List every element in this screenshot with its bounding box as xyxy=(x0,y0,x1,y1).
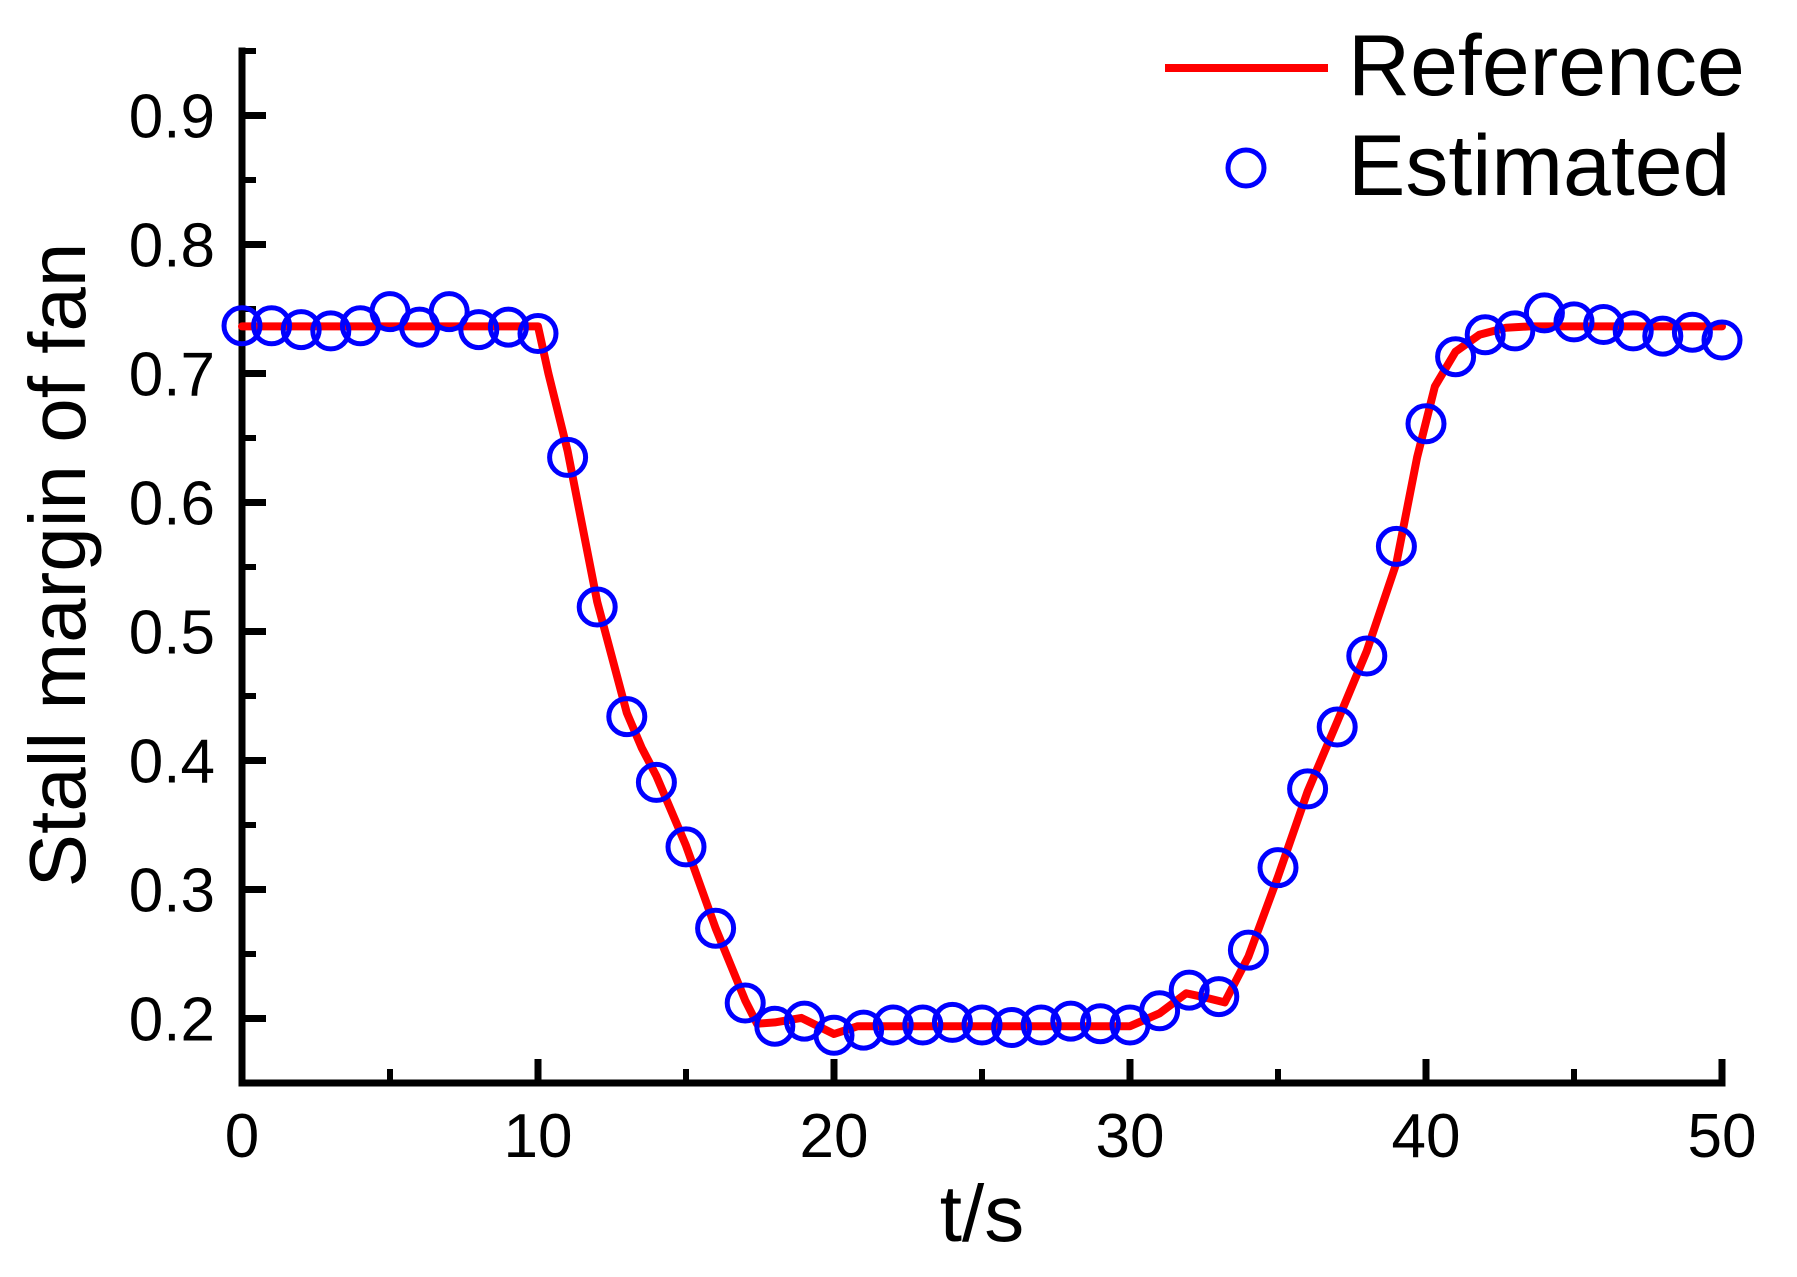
estimated-point xyxy=(1168,969,1210,1011)
estimated-point xyxy=(1464,314,1506,356)
y-tick-label: 0.8 xyxy=(129,212,215,281)
estimated-point xyxy=(1642,315,1684,357)
estimated-point xyxy=(517,313,559,354)
y-tick-label: 0.3 xyxy=(129,857,215,926)
estimated-point xyxy=(1227,929,1269,971)
estimated-point xyxy=(1079,1003,1121,1045)
estimated-point xyxy=(724,982,766,1024)
y-tick-label: 0.7 xyxy=(129,341,215,410)
estimated-point xyxy=(635,761,677,803)
estimated-point xyxy=(310,310,352,352)
estimated-point xyxy=(1050,1000,1092,1042)
legend-label-estimated: Estimated xyxy=(1348,118,1731,214)
estimated-point xyxy=(1287,768,1329,810)
estimated-point xyxy=(280,309,322,351)
estimated-point xyxy=(428,291,470,333)
y-tick-label: 0.4 xyxy=(129,728,215,797)
x-axis-title: t/s xyxy=(939,1169,1025,1258)
estimated-point xyxy=(1494,310,1536,352)
estimated-point xyxy=(1701,319,1743,361)
x-tick-label: 20 xyxy=(800,1102,869,1171)
estimated-point xyxy=(1405,403,1447,445)
estimated-point xyxy=(902,1004,944,1046)
x-tick-label: 50 xyxy=(1688,1102,1757,1171)
legend-label-reference: Reference xyxy=(1348,18,1745,114)
series xyxy=(221,291,1743,1056)
estimated-point xyxy=(576,586,618,628)
estimated-point xyxy=(251,305,293,347)
estimated-point xyxy=(1198,976,1240,1018)
estimated-point xyxy=(843,1009,885,1051)
y-tick-label: 0.6 xyxy=(129,470,215,539)
estimated-point xyxy=(1316,706,1358,748)
x-tick-label: 40 xyxy=(1392,1102,1461,1171)
estimated-point xyxy=(1553,301,1595,343)
estimated-point xyxy=(1346,635,1388,677)
estimated-point xyxy=(754,1005,796,1047)
estimated-point xyxy=(961,1004,1003,1046)
y-tick-label: 0.5 xyxy=(129,599,215,668)
x-tick-label: 30 xyxy=(1096,1102,1165,1171)
estimated-point xyxy=(1020,1004,1062,1046)
estimated-point xyxy=(991,1007,1033,1048)
estimated-point xyxy=(1671,311,1713,353)
reference-line xyxy=(238,322,1726,1038)
estimated-point xyxy=(872,1004,914,1046)
estimated-point xyxy=(1435,336,1477,378)
x-tick-label: 0 xyxy=(225,1102,259,1171)
x-tick-label: 10 xyxy=(504,1102,573,1171)
legend-estimated-marker-sample xyxy=(1225,147,1267,189)
estimated-point xyxy=(931,1001,973,1043)
estimated-point xyxy=(665,826,707,868)
y-tick-label: 0.2 xyxy=(129,986,215,1055)
estimated-point xyxy=(1612,310,1654,352)
estimated-point xyxy=(221,305,263,347)
estimated-point xyxy=(458,309,500,351)
estimated-point xyxy=(1523,292,1565,334)
estimated-point xyxy=(695,907,737,949)
estimated-point xyxy=(547,436,589,478)
estimated-point xyxy=(813,1014,855,1056)
legend-markers xyxy=(1165,64,1328,189)
estimated-point xyxy=(1139,990,1181,1032)
axes: 0 10 20 30 40 50 0.2 0.3 0.4 0.5 0.6 0.7 0.8 0.9 xyxy=(129,47,1757,1171)
estimated-point xyxy=(1583,304,1625,345)
y-axis-title: Stall margin of fan xyxy=(13,242,102,888)
y-tick-label: 0.9 xyxy=(129,83,215,152)
estimated-point xyxy=(1257,847,1299,889)
estimated-point xyxy=(606,696,648,738)
estimated-point xyxy=(487,306,529,348)
estimated-point xyxy=(1375,525,1417,567)
